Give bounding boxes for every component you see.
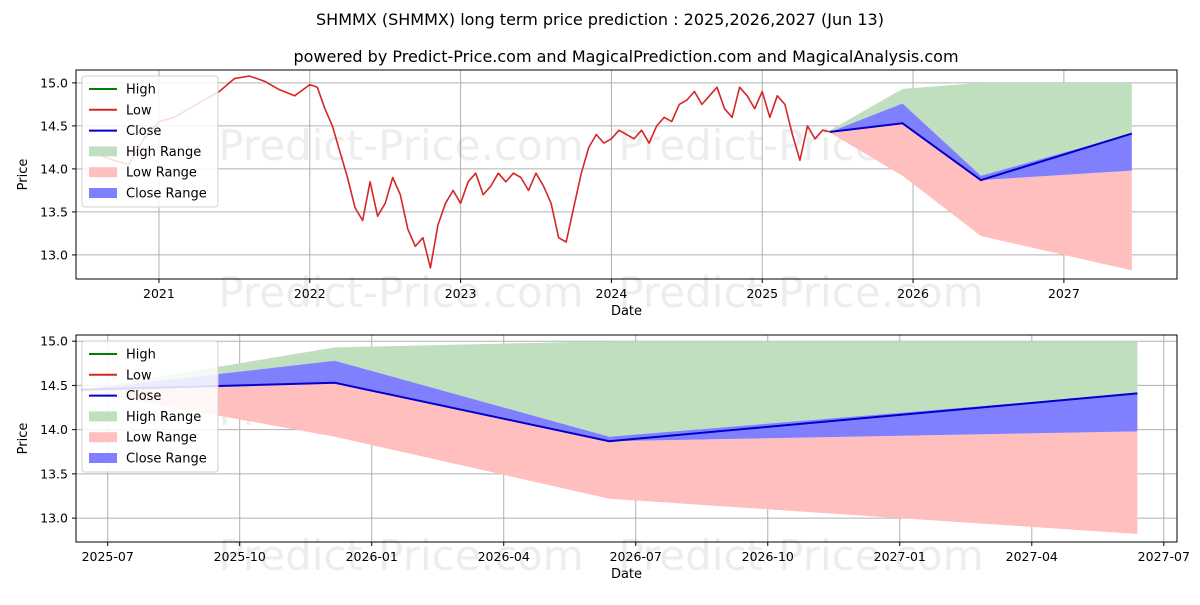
high-range-band (830, 82, 1132, 176)
legend-close-range-label: Close Range (126, 187, 207, 202)
y-tick-label: 14.5 (40, 118, 68, 133)
y-tick-label: 14.5 (40, 378, 68, 393)
legend-low-range-label: Low Range (126, 431, 197, 446)
x-tick-label: 2023 (445, 286, 477, 301)
top-plot: Predict-Price.com Predict-Price.com Predic… (16, 69, 1178, 319)
x-tick-label: 2024 (596, 286, 628, 301)
y-tick-label: 13.0 (40, 511, 68, 526)
legend-close-label: Close (126, 124, 161, 139)
legend-high-label: High (126, 348, 156, 363)
legend-low-range-label: Low Range (126, 166, 197, 181)
legend-low-range-swatch (89, 432, 117, 443)
x-tick-label: 2025 (746, 286, 778, 301)
plot-frame (75, 69, 1178, 280)
close-range-band (830, 103, 1132, 181)
legend: High Low Close High Range Low Range Close Ran… (81, 340, 219, 473)
y-tick-label: 14.0 (40, 161, 68, 176)
legend-high-range-label: High Range (126, 410, 201, 425)
watermark-text: Predict-Price.com (218, 268, 583, 317)
x-tick-label: 2026 (897, 286, 929, 301)
x-tick-label: 2027-01 (874, 549, 926, 564)
chart-title: SHMMX (SHMMX) long term price prediction… (316, 10, 884, 29)
y-tick-label: 13.5 (40, 204, 68, 219)
watermark-text: Predict-Price.com (218, 531, 583, 580)
x-tick-label: 2027-07 (1138, 549, 1190, 564)
x-tick-label: 2026-07 (610, 549, 662, 564)
x-tick-label: 2026-01 (346, 549, 398, 564)
legend-close-range-swatch (89, 188, 117, 198)
x-tick-label: 2027-04 (1006, 549, 1058, 564)
close-prediction-line (829, 122, 1133, 182)
x-tick-label: 2026-04 (478, 549, 530, 564)
y-tick-label: 13.5 (40, 466, 68, 481)
x-tick-label: 2022 (294, 286, 326, 301)
legend-low-label: Low (126, 103, 152, 118)
y-tick-label: 15.0 (40, 75, 68, 90)
x-tick-label: 2026-10 (742, 549, 794, 564)
x-tick-label: 2027 (1048, 286, 1080, 301)
legend: High Low Close High Range Low Range Close Ran… (81, 75, 219, 208)
legend-high-range-swatch (89, 411, 117, 422)
x-axis-label: Date (611, 304, 642, 319)
y-tick-label: 15.0 (40, 334, 68, 349)
close-range-band (81, 360, 1138, 442)
legend-close-range-label: Close Range (126, 452, 207, 467)
low-range-band (830, 123, 1132, 271)
high-range-band (81, 341, 1138, 437)
y-axis-label: Price (16, 423, 31, 455)
watermark-text: Predict-Price.com (218, 121, 583, 170)
bottom-plot: Predict-Price.comPredict-Price.comPredic… (16, 334, 1190, 582)
legend-high-range-label: High Range (126, 145, 201, 160)
legend-close-label: Close (126, 389, 161, 404)
low-range-band (81, 382, 1138, 534)
watermark-text: Predict-Price.com (618, 531, 983, 580)
x-tick-label: 2025-07 (82, 549, 134, 564)
y-tick-label: 14.0 (40, 422, 68, 437)
chart-subtitle: powered by Predict-Price.com and Magical… (293, 47, 958, 66)
history-low-line (101, 75, 831, 269)
watermark-text: Predict-Price.com (618, 268, 983, 317)
x-tick-label: 2025-10 (214, 549, 266, 564)
legend-low-range-swatch (89, 167, 117, 178)
y-axis-label: Price (16, 159, 31, 191)
legend-close-range-swatch (89, 453, 117, 463)
x-tick-label: 2021 (143, 286, 175, 301)
legend-high-label: High (126, 83, 156, 98)
x-axis-label: Date (611, 567, 642, 582)
legend-high-range-swatch (89, 146, 117, 157)
legend-low-label: Low (126, 368, 152, 383)
y-tick-label: 13.0 (40, 247, 68, 262)
plot-frame (75, 334, 1178, 543)
